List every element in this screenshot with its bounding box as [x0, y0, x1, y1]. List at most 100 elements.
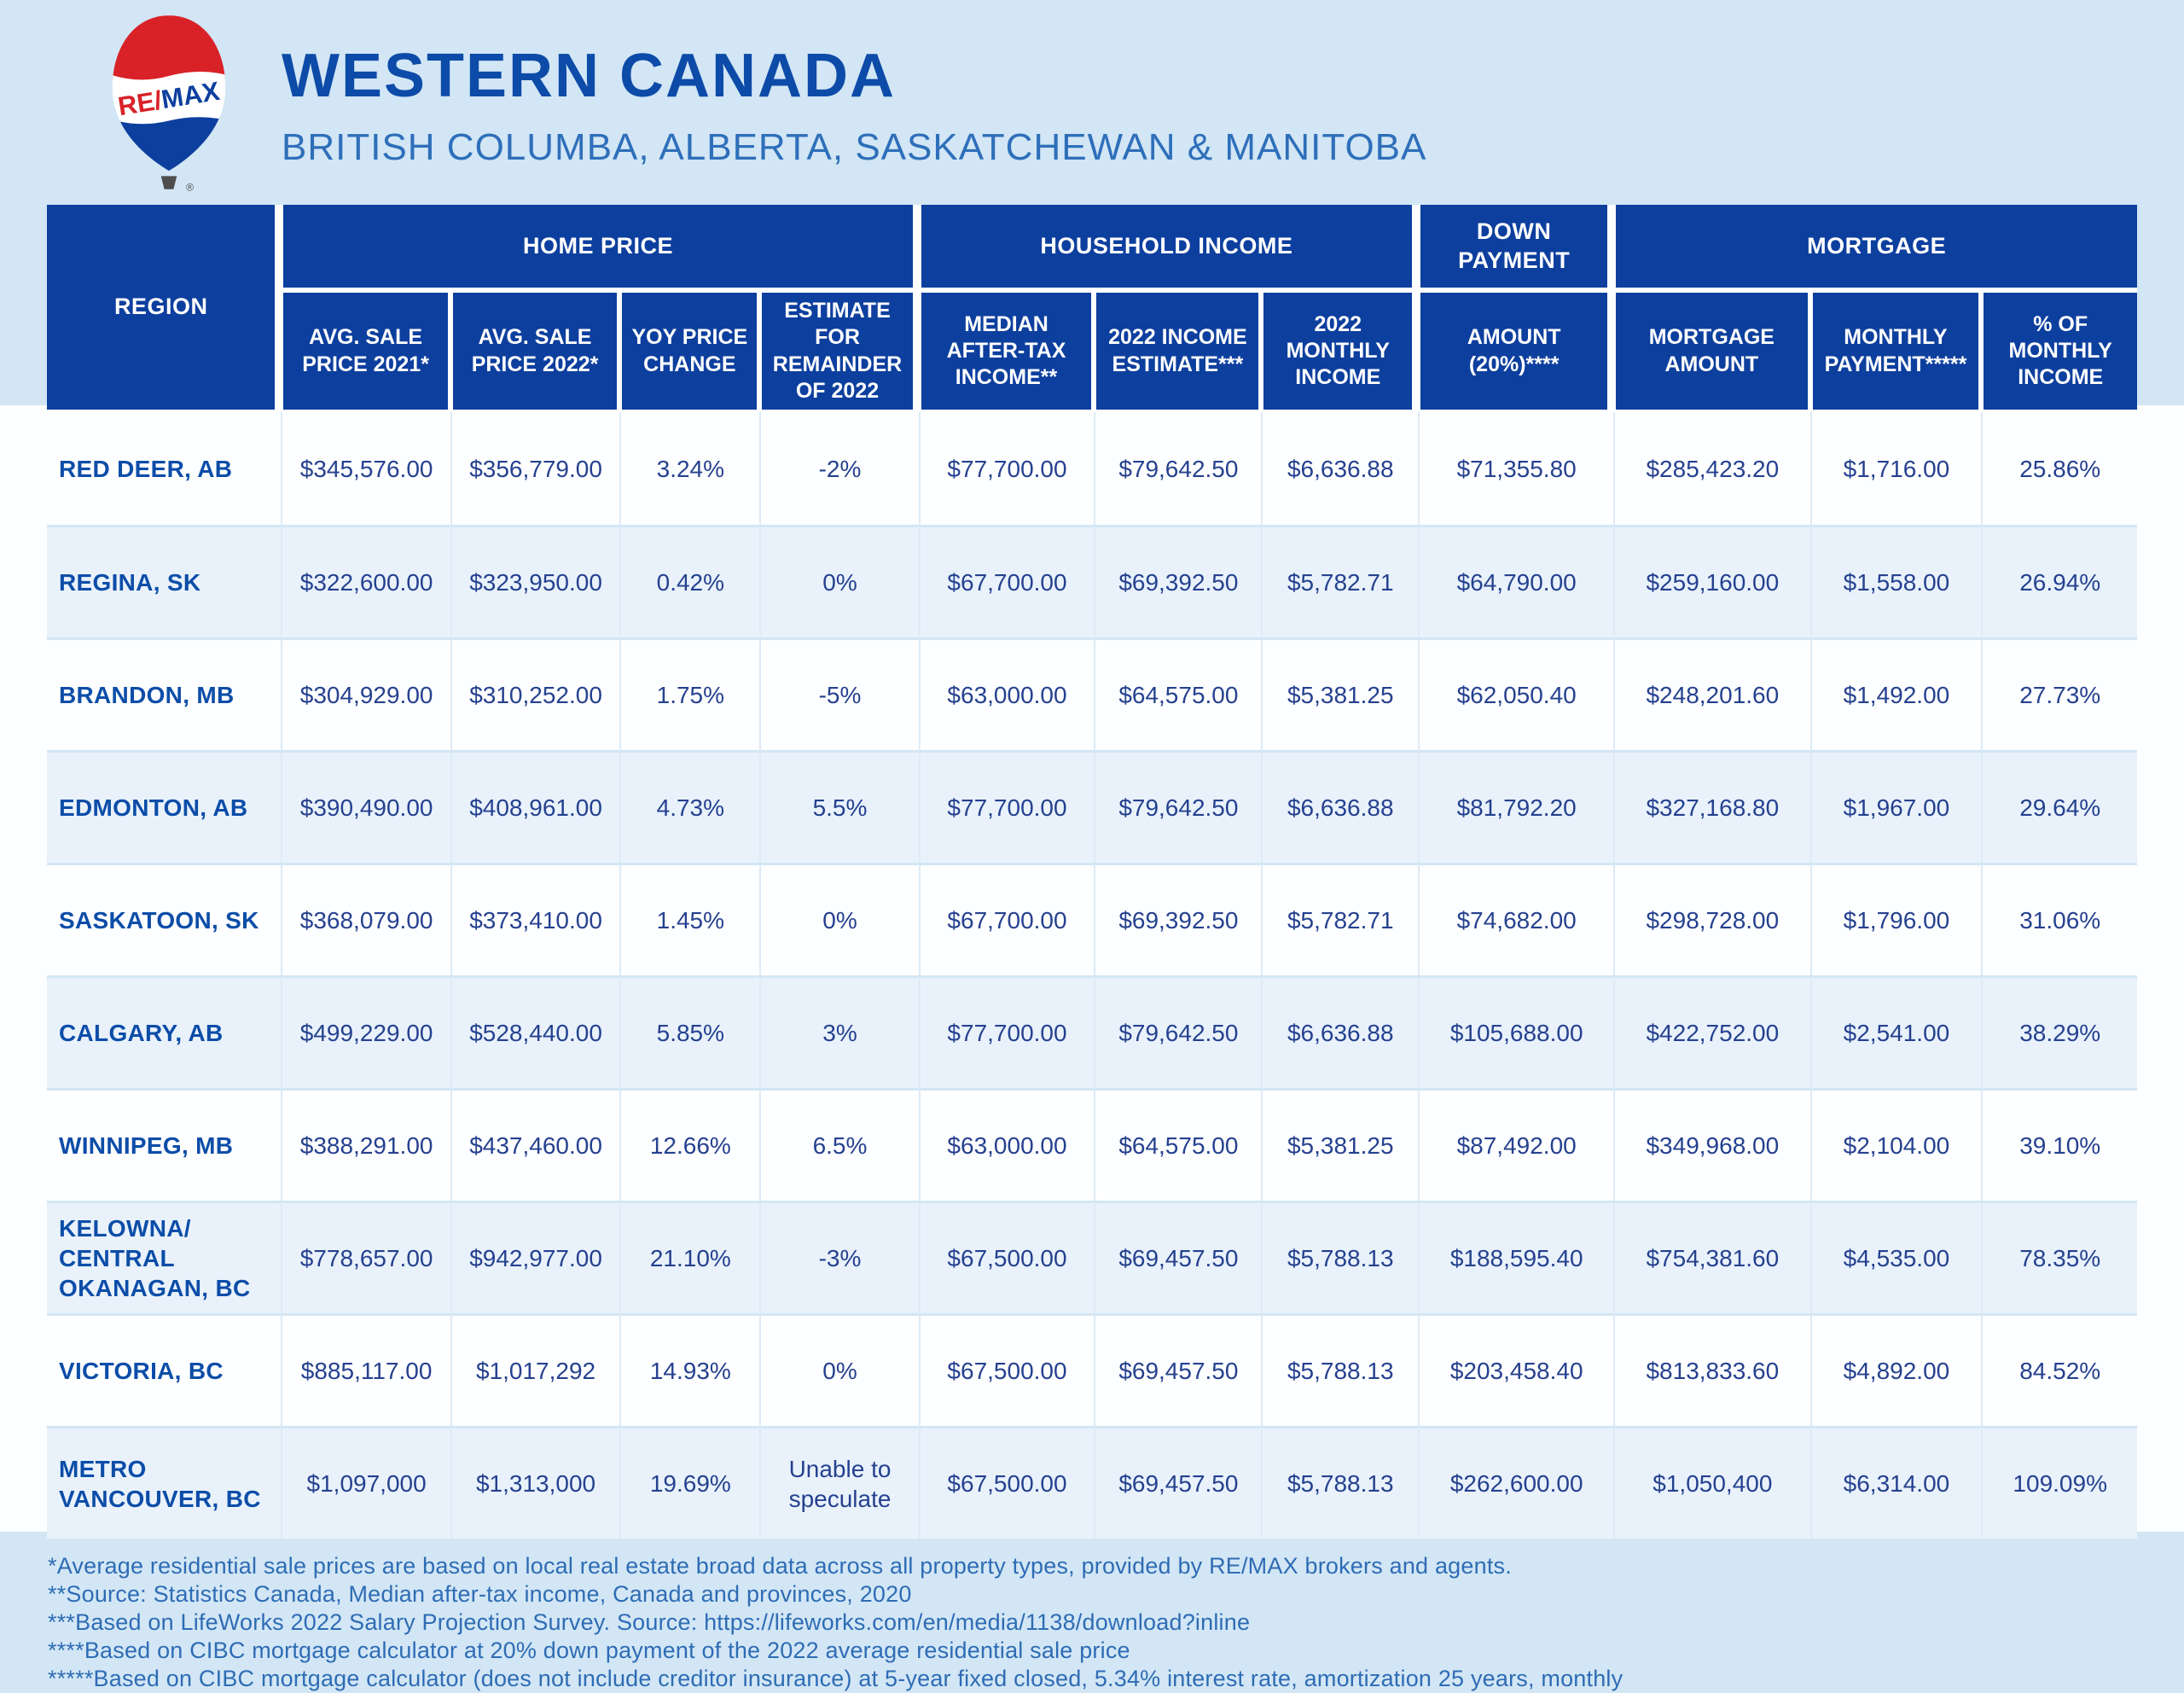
- table-row: WINNIPEG, MB $388,291.00 $437,460.00 12.66%…: [47, 1088, 2137, 1201]
- value-cell: $1,017,292: [450, 1313, 620, 1426]
- table-row: RED DEER, AB $345,576.00 $356,779.00 3.24% -…: [47, 412, 2137, 525]
- value-cell: $778,657.00: [281, 1201, 450, 1313]
- value-cell: $323,950.00: [450, 525, 620, 637]
- value-cell: -2%: [759, 412, 918, 525]
- value-cell: $1,097,000: [281, 1426, 450, 1539]
- value-cell: $188,595.40: [1418, 1201, 1614, 1313]
- value-cell: $87,492.00: [1418, 1088, 1614, 1201]
- region-cell: BRANDON, MB: [47, 637, 282, 750]
- value-cell: $5,381.25: [1261, 1088, 1419, 1201]
- table-wrap: REGION HOME PRICE HOUSEHOLD INCOME DOWN …: [0, 205, 2184, 1539]
- column-group-home-price: HOME PRICE: [281, 205, 919, 290]
- value-cell: $5,782.71: [1261, 525, 1419, 637]
- table-row: SASKATOON, SK $368,079.00 $373,410.00 1.45%…: [47, 863, 2137, 975]
- value-cell: $310,252.00: [450, 637, 620, 750]
- value-cell: $63,000.00: [918, 1088, 1095, 1201]
- region-cell: METRO VANCOUVER, BC: [47, 1426, 282, 1539]
- value-cell: 1.45%: [619, 863, 760, 975]
- region-cell: KELOWNA/ CENTRAL OKANAGAN, BC: [47, 1201, 282, 1313]
- value-cell: $64,790.00: [1418, 525, 1614, 637]
- value-cell: $67,700.00: [918, 863, 1095, 975]
- value-cell: $5,788.13: [1261, 1313, 1419, 1426]
- value-cell: $499,229.00: [281, 975, 450, 1088]
- column-header-mortgage-amount: MORTGAGE AMOUNT: [1613, 290, 1810, 412]
- value-cell: $5,788.13: [1261, 1201, 1419, 1313]
- value-cell: 31.06%: [1981, 863, 2137, 975]
- value-cell: $62,050.40: [1418, 637, 1614, 750]
- region-cell: WINNIPEG, MB: [47, 1088, 282, 1201]
- table-row: KELOWNA/ CENTRAL OKANAGAN, BC $778,657.00…: [47, 1201, 2137, 1313]
- value-cell: $67,500.00: [918, 1313, 1095, 1426]
- value-cell: $81,792.20: [1418, 750, 1614, 863]
- value-cell: $1,492.00: [1809, 637, 1982, 750]
- value-cell: $105,688.00: [1418, 975, 1614, 1088]
- region-cell: RED DEER, AB: [59, 455, 233, 482]
- value-cell: $2,104.00: [1809, 1088, 1982, 1201]
- footnote-income-source: **Source: Statistics Canada, Median afte…: [48, 1581, 912, 1607]
- value-cell: $390,490.00: [281, 750, 450, 863]
- housing-affordability-table: REGION HOME PRICE HOUSEHOLD INCOME DOWN …: [47, 205, 2137, 1539]
- value-cell: 21.10%: [619, 1201, 760, 1313]
- value-cell: $5,788.13: [1261, 1426, 1419, 1539]
- region-cell: VICTORIA, BC: [47, 1313, 282, 1426]
- value-cell: $79,642.50: [1094, 750, 1262, 863]
- value-cell: $6,314.00: [1809, 1426, 1982, 1539]
- value-cell: $327,168.80: [1613, 750, 1810, 863]
- value-cell: 25.86%: [1981, 412, 2137, 525]
- column-header-monthly-payment: MONTHLY PAYMENT*****: [1809, 290, 1982, 412]
- value-cell: $368,079.00: [281, 863, 450, 975]
- value-cell: $408,961.00: [450, 750, 620, 863]
- column-header-region: REGION: [47, 205, 282, 412]
- value-cell: $813,833.60: [1613, 1313, 1810, 1426]
- value-cell: 19.69%: [619, 1426, 760, 1539]
- region-cell: SASKATOON, SK: [47, 863, 282, 975]
- value-cell: 4.73%: [619, 750, 760, 863]
- column-header-2022-monthly-income: 2022 MONTHLY INCOME: [1261, 290, 1419, 412]
- value-cell: -5%: [759, 637, 919, 750]
- value-cell: $1,050,400: [1613, 1426, 1810, 1539]
- value-cell: $528,440.00: [450, 975, 620, 1088]
- value-cell: $345,576.00: [281, 412, 450, 525]
- value-cell: $69,392.50: [1094, 525, 1262, 637]
- value-cell: $1,796.00: [1809, 863, 1982, 975]
- value-cell: $74,682.00: [1418, 863, 1614, 975]
- value-cell: 39.10%: [1981, 1088, 2137, 1201]
- region-cell: EDMONTON, AB: [47, 750, 282, 863]
- value-cell: $322,600.00: [281, 525, 450, 637]
- value-cell: $69,457.50: [1094, 1426, 1262, 1539]
- table-row: REGINA, SK $322,600.00 $323,950.00 0.42% 0% $…: [47, 525, 2137, 637]
- value-cell: $77,700.00: [918, 750, 1095, 863]
- table-row: METRO VANCOUVER, BC $1,097,000 $1,313,000 1…: [47, 1426, 2137, 1539]
- footnote-lifeworks-survey: ***Based on LifeWorks 2022 Salary Projec…: [48, 1609, 1251, 1635]
- value-cell: $262,600.00: [1418, 1426, 1614, 1539]
- value-cell: -3%: [759, 1201, 919, 1313]
- value-cell: $69,457.50: [1094, 1201, 1262, 1313]
- value-cell: 27.73%: [1981, 637, 2137, 750]
- column-header-avg-sale-2022: AVG. SALE PRICE 2022*: [450, 290, 620, 412]
- column-group-mortgage: MORTGAGE: [1613, 205, 2137, 290]
- value-cell: $77,700.00: [918, 412, 1095, 525]
- value-cell: $5,381.25: [1261, 637, 1419, 750]
- value-cell: $63,000.00: [918, 637, 1095, 750]
- value-cell: $298,728.00: [1613, 863, 1810, 975]
- value-cell: $203,458.40: [1418, 1313, 1614, 1426]
- value-cell: $349,968.00: [1613, 1088, 1810, 1201]
- table-row: CALGARY, AB $499,229.00 $528,440.00 5.85% 3%…: [47, 975, 2137, 1088]
- column-header-down-payment-amount: AMOUNT (20%)****: [1418, 290, 1614, 412]
- column-header-pct-monthly-income: % OF MONTHLY INCOME: [1981, 290, 2137, 412]
- column-group-down-payment: DOWN PAYMENT: [1418, 205, 1614, 290]
- value-cell: $437,460.00: [450, 1088, 620, 1201]
- column-group-household-income: HOUSEHOLD INCOME: [918, 205, 1419, 290]
- table-row: EDMONTON, AB $390,490.00 $408,961.00 4.73% 5…: [47, 750, 2137, 863]
- value-cell: 109.09%: [1981, 1426, 2137, 1539]
- value-cell: $248,201.60: [1613, 637, 1810, 750]
- value-cell: $6,636.88: [1261, 975, 1419, 1088]
- value-cell: 0%: [759, 863, 919, 975]
- value-cell: $77,700.00: [918, 975, 1095, 1088]
- value-cell: $2,541.00: [1809, 975, 1982, 1088]
- value-cell: $69,457.50: [1094, 1313, 1262, 1426]
- value-cell: 29.64%: [1981, 750, 2137, 863]
- value-cell: $1,716.00: [1809, 412, 1982, 525]
- column-header-yoy-price-change: YOY PRICE CHANGE: [619, 290, 760, 412]
- value-cell: $754,381.60: [1613, 1201, 1810, 1313]
